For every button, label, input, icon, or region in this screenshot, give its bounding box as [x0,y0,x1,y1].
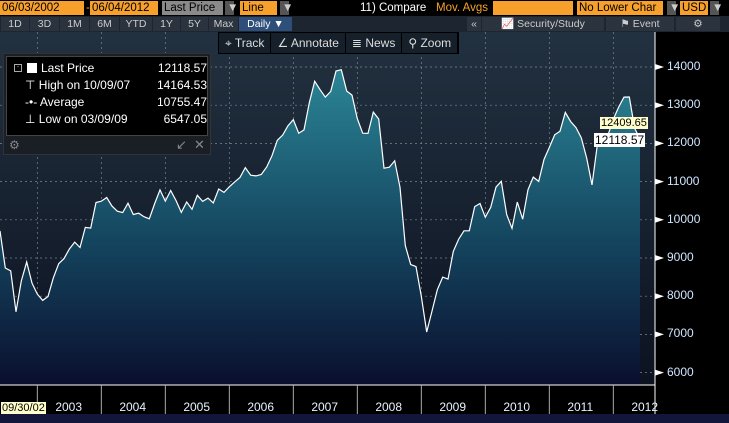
news-button[interactable]: ≣ News [346,33,403,53]
header-bar: 06/03/2002 - 06/04/2012 Last Price ▼ Lin… [0,0,729,16]
security-study-button[interactable]: 📈 Security/Study [482,17,604,31]
legend-last-price: Last Price 12118.57 [41,61,207,75]
frequency-select[interactable]: Daily ▼ [239,17,292,31]
period-5y[interactable]: 5Y [181,17,208,31]
track-button[interactable]: ⌖ Track [219,33,272,53]
average-marker-icon: -•- [25,95,40,109]
y-tick-label: 14000 [667,59,701,73]
x-tick-label: 2003 [55,400,83,414]
color-swatch-icon [27,63,37,73]
y-tick-label: 12000 [667,135,701,150]
high-marker-icon: ⊤ [25,78,39,92]
collapse-tree-icon[interactable]: - [14,64,22,72]
compare-button[interactable]: 11) Compare [360,2,427,14]
command-line[interactable] [0,414,729,423]
chart-study-icon: 📈 [501,18,518,30]
pencil-icon: ∠ [277,36,291,50]
y-tick [655,178,664,185]
period-3d[interactable]: 3D [30,17,59,31]
legend-average: -•- Average 10755.47 [25,95,207,109]
y-tick-label: 9000 [667,250,694,264]
price-area [0,69,640,385]
y-tick-label: 8000 [667,288,694,303]
gear-icon: ⚙ [693,18,703,30]
y-tick-label: 7000 [667,326,694,341]
legend-low: ⊥ Low on 03/09/09 6547.05 [25,112,207,126]
chevron-down-icon[interactable]: ▼ [280,1,294,15]
period-toolbar: 1D 3D 1M 6M YTD 1Y 5Y Max Daily ▼ « 📈 Se… [0,16,729,32]
y-tick [655,102,664,109]
previous-price-tag: 12409.65 [600,117,648,129]
settings-button[interactable]: ⚙ [676,17,720,31]
x-tick-label: 2009 [439,400,467,414]
low-marker-icon: ⊥ [25,112,39,126]
x-tick-label: 2007 [311,400,339,414]
y-tick [655,331,664,338]
end-date-input[interactable]: 06/04/2012 [90,1,158,15]
expand-icon[interactable]: ↙ [176,137,187,152]
legend-high: ⊤ High on 10/09/07 14164.53 [25,78,207,92]
y-tick-label: 11000 [667,173,700,188]
last-price-tag: 12118.57 [594,133,646,147]
flag-icon: ⚑ [620,18,633,30]
chevron-down-icon[interactable]: ▼ [667,1,681,15]
y-tick [655,293,664,300]
mov-avgs-button[interactable]: Mov. Avgs [436,2,488,14]
date-separator: - [86,2,90,14]
period-1d[interactable]: 1D [1,17,29,31]
annotate-button[interactable]: ∠ Annotate [271,33,346,53]
x-tick-label: 2004 [119,400,147,414]
start-date-input[interactable]: 06/03/2002 [0,1,84,15]
magnifier-icon: ⚲ [408,36,421,50]
legend-panel: - Last Price 12118.57 ⊤ High on 10/09/07 1… [3,53,211,155]
x-tick-label: 2008 [375,400,403,414]
news-icon: ≣ [351,36,366,50]
period-1m[interactable]: 1M [60,17,89,31]
x-tick-label: 2010 [503,400,531,414]
x-tick-label: 2011 [567,400,594,414]
y-tick-label: 6000 [667,364,694,379]
close-icon[interactable]: ✕ [194,137,205,152]
y-tick [655,216,664,223]
zoom-button[interactable]: ⚲ Zoom [402,33,459,53]
x-tick-label: 2006 [247,400,275,414]
start-date-tag: 09/30/02 [1,402,46,414]
y-tick [655,140,664,147]
chart-tools: ⌖ Track ∠ Annotate ≣ News ⚲ Zoom [218,32,460,54]
y-tick [655,369,664,376]
mov-avgs-inputs[interactable] [493,1,573,15]
price-line [0,68,641,333]
chevron-down-icon[interactable]: ▼ [225,1,239,15]
period-max[interactable]: Max [209,17,238,31]
price-field-select[interactable]: Last Price [162,1,223,15]
currency-select[interactable]: USD [680,1,708,15]
crosshair-icon: ⌖ [225,36,235,50]
event-button[interactable]: ⚑ Event [606,17,674,31]
gear-icon[interactable]: ⚙ [9,138,20,152]
chevron-down-icon[interactable]: ▼ [710,1,724,15]
period-1y[interactable]: 1Y [153,17,180,31]
y-tick-label: 10000 [667,211,701,226]
x-tick-label: 2012 [631,400,659,414]
x-tick-label: 2005 [183,400,211,414]
y-tick [655,64,664,70]
collapse-button[interactable]: « [467,17,481,31]
period-ytd[interactable]: YTD [120,17,152,31]
period-6m[interactable]: 6M [90,17,119,31]
chart-type-select[interactable]: Line [240,1,277,15]
lower-chart-select[interactable]: No Lower Char [577,1,663,15]
y-tick-label: 13000 [667,97,701,112]
y-tick [655,255,664,261]
